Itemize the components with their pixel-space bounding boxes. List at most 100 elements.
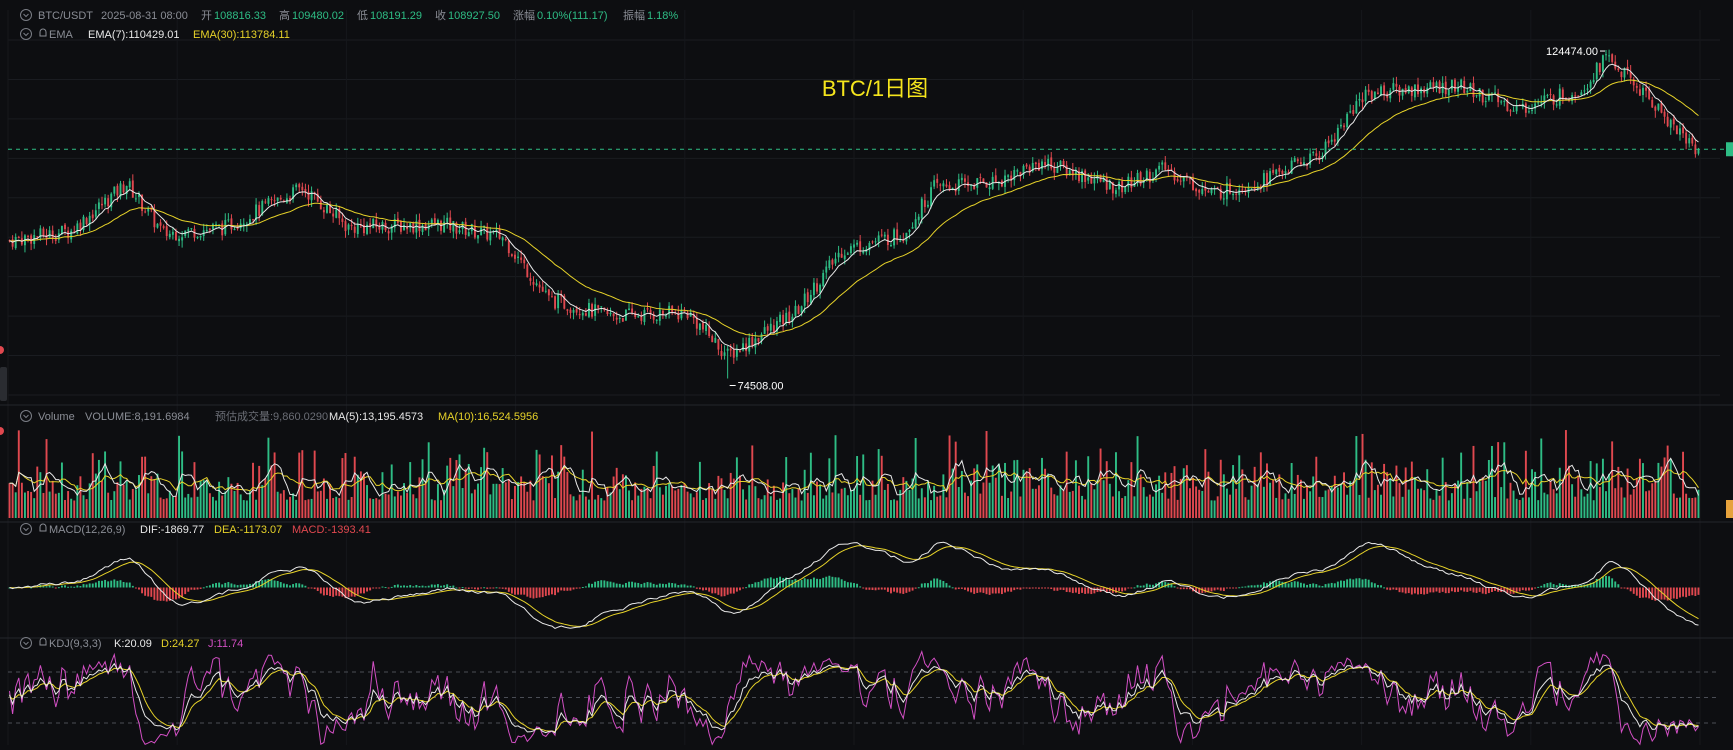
macd-bar	[1355, 578, 1358, 588]
macd-bar	[572, 587, 575, 590]
volume-bar	[880, 455, 883, 518]
candle-body	[569, 309, 572, 313]
volume-bar	[396, 491, 399, 518]
candle-body	[886, 234, 889, 246]
candle	[1343, 123, 1345, 131]
volume-bar	[430, 499, 433, 518]
candle	[880, 229, 883, 238]
volume-bar	[1404, 467, 1407, 518]
macd-bar	[30, 587, 33, 589]
macd-bar	[794, 578, 797, 588]
candle-body	[91, 214, 94, 219]
volume-bar	[8, 483, 11, 518]
candle-body	[73, 231, 76, 233]
candle	[763, 320, 766, 335]
candle-body	[501, 237, 504, 241]
candle-body	[162, 226, 165, 228]
candle	[1506, 98, 1509, 112]
volume-bar	[708, 483, 711, 518]
candle	[224, 213, 227, 236]
macd-bar	[578, 587, 581, 589]
candle-body	[665, 315, 667, 317]
pane-resize-handle[interactable]	[0, 367, 7, 401]
volume-bar	[1447, 500, 1450, 518]
macd-bar	[1675, 587, 1678, 599]
collapse-volume-toggle[interactable]	[20, 410, 32, 422]
volume-bar	[739, 475, 741, 518]
macd-bar	[628, 581, 630, 588]
macd-bar	[85, 584, 88, 588]
candle	[683, 307, 686, 313]
volume-bar	[1450, 493, 1453, 518]
macd-bar	[1312, 583, 1315, 588]
macd-bar	[356, 587, 359, 595]
macd-bar	[1601, 576, 1604, 588]
macd-bar	[227, 582, 230, 588]
candle-body	[1608, 55, 1611, 57]
volume-bar	[927, 480, 929, 518]
candle-body	[304, 188, 307, 193]
candle-body	[1617, 68, 1620, 71]
macd-bar	[671, 583, 674, 588]
candle-body	[322, 210, 325, 213]
candle	[517, 251, 520, 264]
candle-body	[535, 283, 538, 286]
collapse-header-toggle[interactable]	[20, 9, 32, 21]
candle	[1105, 172, 1108, 194]
candle-body	[1500, 101, 1503, 103]
volume-bar	[1509, 482, 1512, 518]
candle-body	[175, 231, 177, 241]
candle-body	[79, 222, 82, 231]
volume-bar	[649, 498, 652, 518]
macd-bar	[994, 587, 997, 594]
candle-body	[1192, 177, 1194, 191]
candle	[1161, 160, 1164, 171]
volume-bar	[1333, 475, 1336, 518]
macd-bar	[1262, 582, 1265, 588]
candle	[501, 236, 504, 247]
amplitude-label: 振幅	[623, 8, 645, 22]
macd-bar	[812, 577, 815, 588]
volume-bar	[637, 495, 640, 518]
collapse-kdj-toggle[interactable]	[20, 637, 32, 649]
macd-bar	[698, 587, 701, 590]
candle	[341, 212, 344, 228]
candle-body	[1124, 187, 1127, 192]
candle	[945, 179, 948, 188]
candle-body	[1158, 165, 1161, 170]
candle-body	[1463, 80, 1466, 93]
candle	[347, 223, 350, 236]
collapse-ema-toggle[interactable]	[20, 28, 32, 40]
macd-bar	[1487, 587, 1490, 594]
candle	[366, 221, 369, 236]
candle-body	[745, 343, 748, 352]
collapse-macd-toggle[interactable]	[20, 523, 32, 535]
candle	[1007, 174, 1010, 183]
candle	[1022, 164, 1025, 179]
volume-bar	[698, 461, 701, 518]
candle-body	[113, 186, 116, 194]
volume-bar	[322, 478, 325, 518]
candle-body	[1580, 92, 1583, 96]
candle	[270, 196, 273, 205]
volume-bar	[73, 500, 76, 518]
macd-bar	[624, 582, 627, 588]
macd-bar	[920, 583, 923, 588]
candle	[939, 183, 942, 192]
volume-bar	[914, 437, 917, 518]
volume-bar	[1672, 493, 1675, 518]
macd-bar	[1469, 587, 1472, 591]
candle	[1669, 118, 1672, 135]
macd-bar	[1361, 579, 1364, 588]
candle-body	[292, 187, 295, 200]
macd-bar	[769, 577, 772, 588]
candle	[1346, 112, 1349, 130]
candle	[1034, 161, 1037, 172]
candle-body	[1515, 105, 1518, 112]
volume-bar	[1204, 449, 1207, 518]
macd-bar	[541, 587, 544, 598]
candle-body	[581, 312, 584, 316]
candle-body	[1478, 88, 1481, 97]
macd-bar	[1423, 587, 1426, 595]
